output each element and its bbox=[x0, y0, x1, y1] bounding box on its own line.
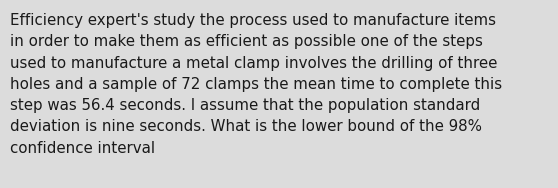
Text: Efficiency expert's study the process used to manufacture items
in order to make: Efficiency expert's study the process us… bbox=[10, 13, 502, 156]
